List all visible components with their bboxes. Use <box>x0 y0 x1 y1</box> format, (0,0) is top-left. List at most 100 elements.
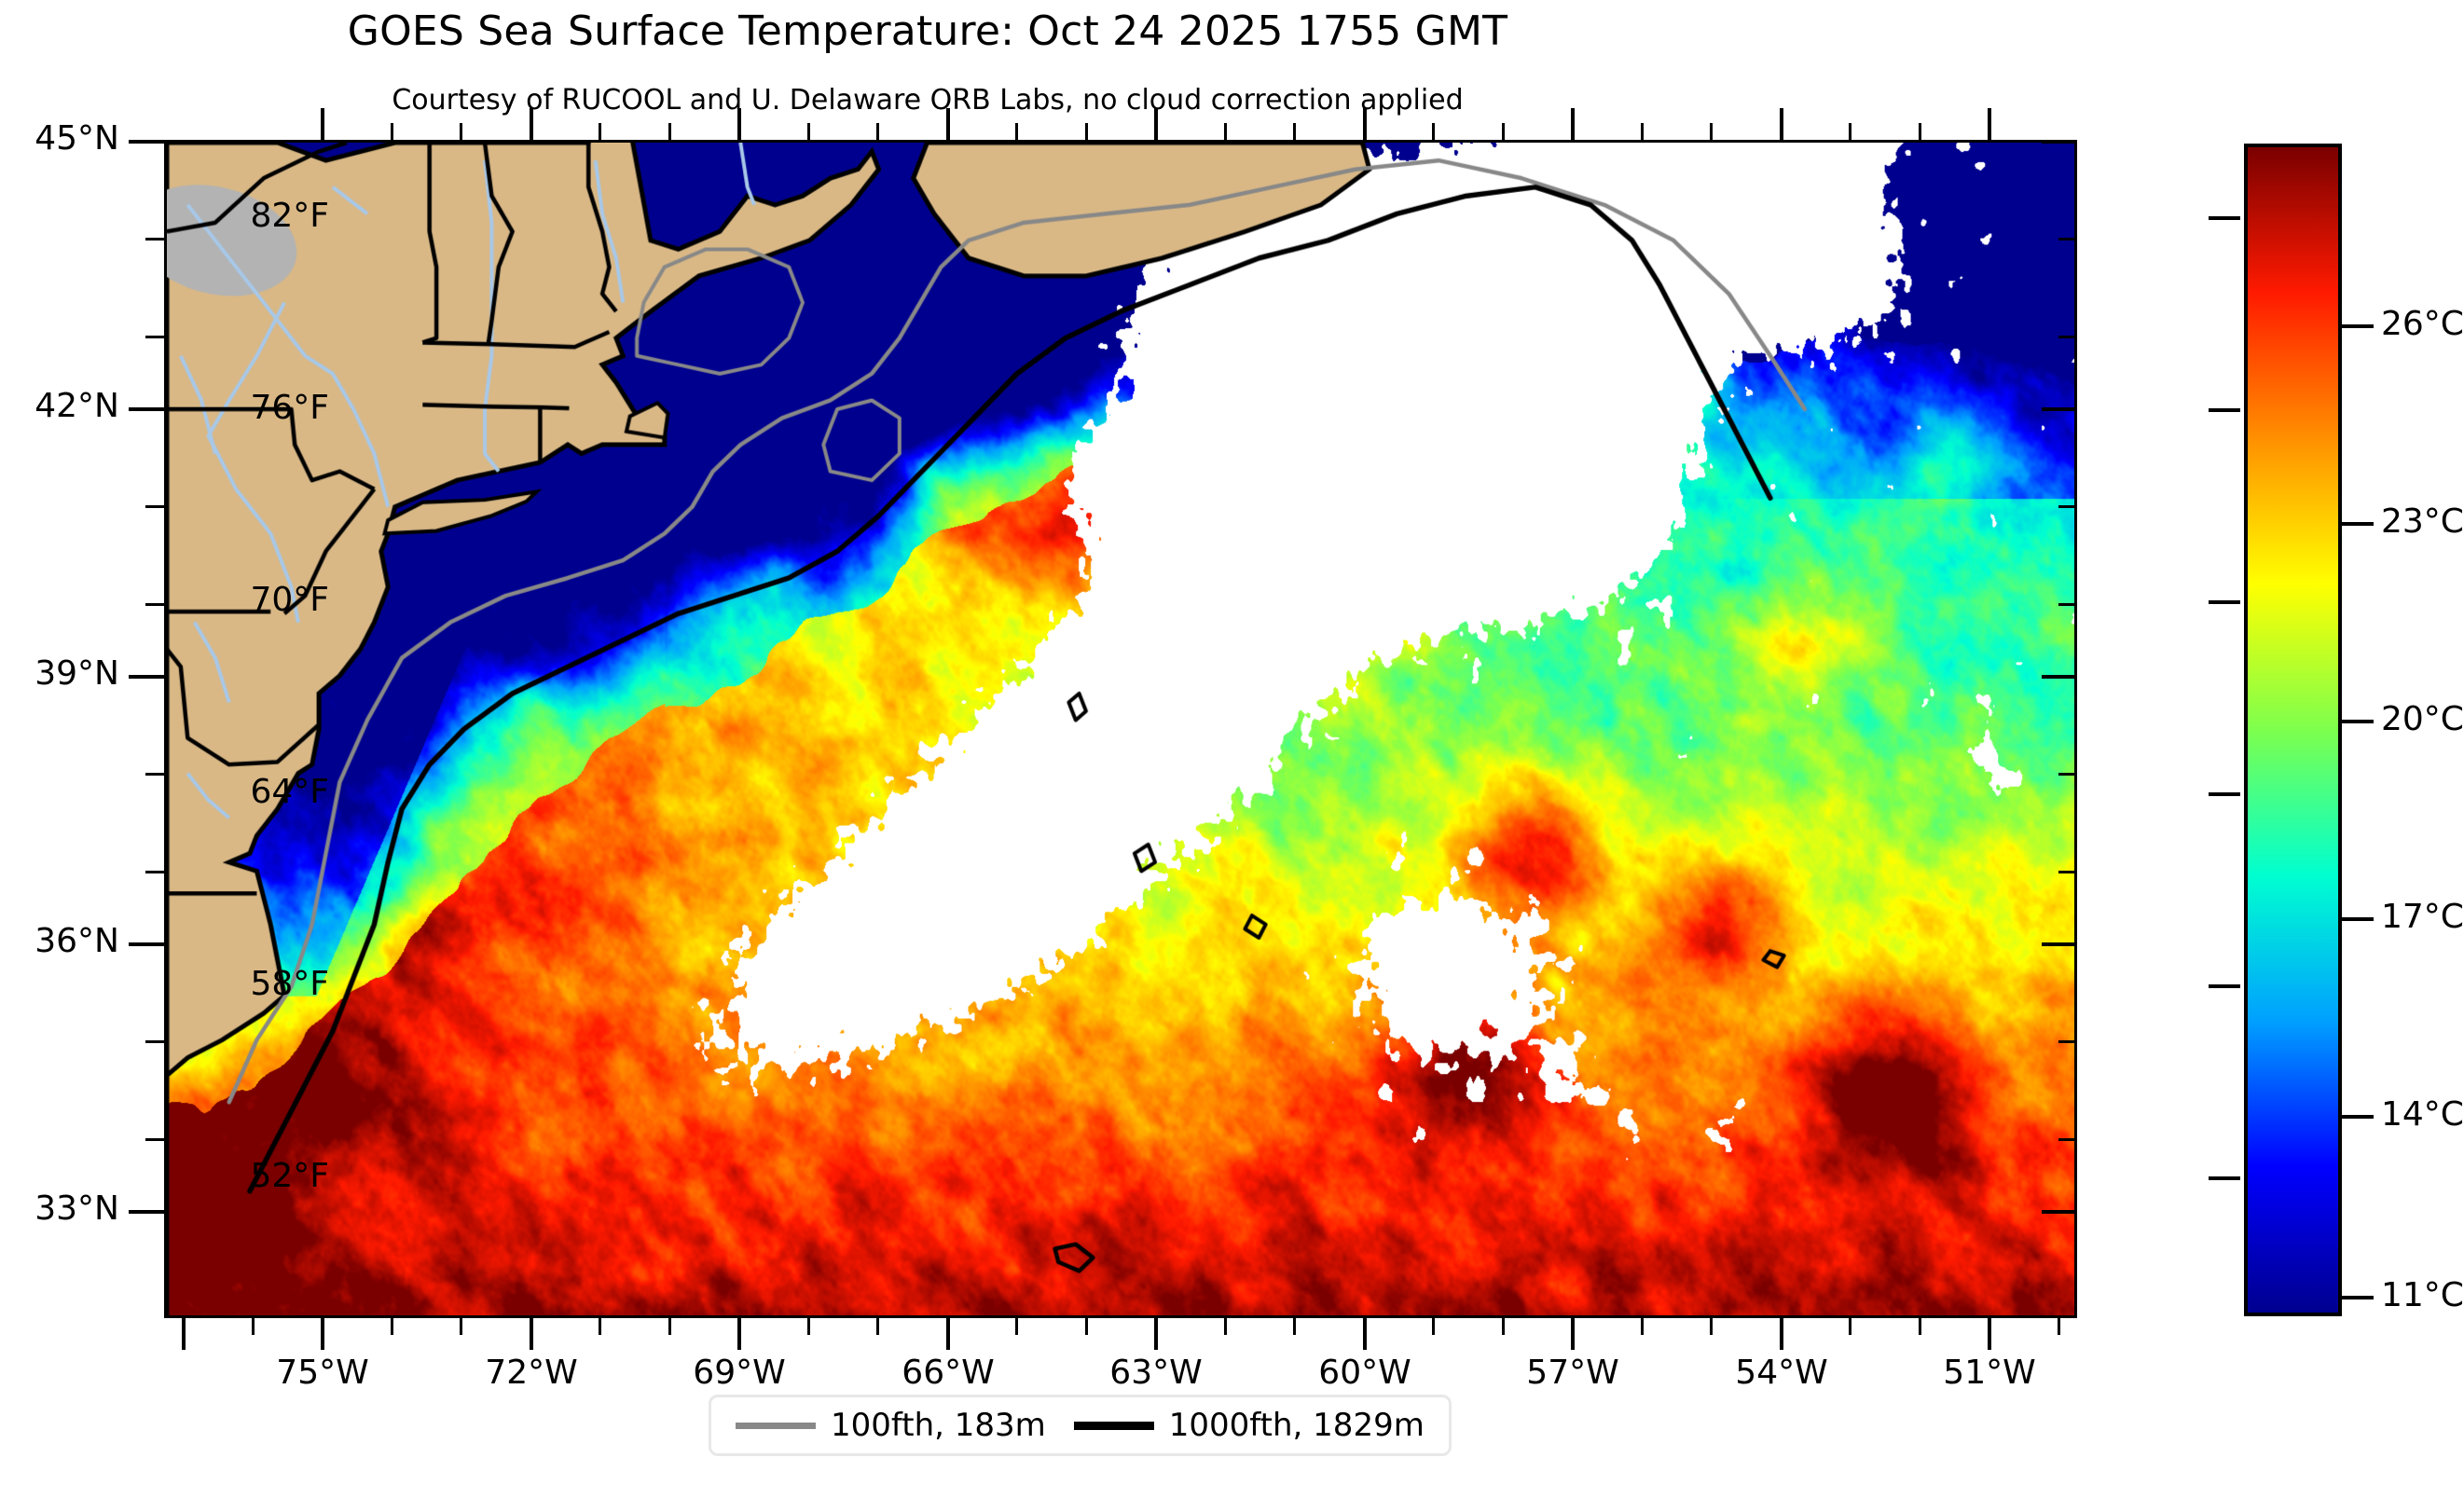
x-tick-top <box>946 108 950 140</box>
colorbar[interactable] <box>2244 144 2342 1316</box>
y-tick-right <box>2058 1138 2077 1141</box>
y-axis-label: 36°N <box>34 922 119 960</box>
x-tick-minor <box>2058 1318 2060 1335</box>
y-tick-39 <box>129 675 164 679</box>
legend-label: 1000fth, 1829m <box>1168 1407 1425 1444</box>
y-tick-right <box>2042 407 2077 411</box>
x-tick-top <box>599 123 601 140</box>
cbar-tick-c <box>2342 720 2374 723</box>
x-tick-minor <box>252 1318 255 1335</box>
isobath-legend: 100fth, 183m 1000fth, 1829m <box>709 1395 1452 1456</box>
x-tick-minor <box>807 1318 810 1335</box>
x-tick-top <box>1641 123 1644 140</box>
y-tick-36 <box>129 942 164 946</box>
isobath-1000-line-icon <box>1073 1421 1154 1430</box>
x-tick-top <box>876 123 879 140</box>
x-tick-69 <box>737 1318 741 1350</box>
x-tick-top <box>1988 108 1991 140</box>
x-tick-minor <box>599 1318 601 1335</box>
x-tick-top <box>1571 108 1575 140</box>
cbar-tick-c <box>2342 324 2374 328</box>
y-tick-right <box>2058 505 2077 508</box>
x-tick-top <box>668 123 671 140</box>
x-tick-top <box>807 123 810 140</box>
cbar-label-f: 70°F <box>250 581 329 619</box>
x-axis-label: 57°W <box>1526 1354 1619 1392</box>
x-tick-top <box>1432 123 1435 140</box>
x-axis-label: 51°W <box>1943 1354 2036 1392</box>
y-axis-label: 45°N <box>34 119 119 158</box>
y-tick-minor <box>145 603 164 606</box>
x-tick-54 <box>1780 1318 1783 1350</box>
x-tick-minor <box>1710 1318 1713 1335</box>
x-axis-label: 63°W <box>1109 1354 1203 1392</box>
cbar-tick-c <box>2342 1115 2374 1119</box>
y-tick-right <box>2058 336 2077 338</box>
y-tick-right <box>2058 773 2077 776</box>
x-tick-top <box>1363 108 1367 140</box>
x-tick-66 <box>946 1318 950 1350</box>
x-tick-minor <box>1224 1318 1227 1335</box>
x-axis-label: 72°W <box>485 1354 578 1392</box>
cbar-tick-f <box>2209 984 2240 988</box>
x-tick-63 <box>1154 1318 1158 1350</box>
x-axis-label: 69°W <box>693 1354 786 1392</box>
x-tick-top <box>1293 123 1296 140</box>
x-tick-minor <box>1293 1318 1296 1335</box>
x-tick-top <box>391 123 393 140</box>
x-tick-top <box>737 108 741 140</box>
cbar-label-f: 58°F <box>250 965 329 1003</box>
y-tick-right <box>2042 140 2077 144</box>
x-tick-minor <box>668 1318 671 1335</box>
legend-label: 100fth, 183m <box>831 1407 1046 1444</box>
sst-raster <box>167 143 2074 1315</box>
x-tick-top <box>1710 123 1713 140</box>
cbar-label-c: 11°C <box>2381 1276 2464 1314</box>
y-tick-right <box>2042 942 2077 946</box>
x-axis-label: 60°W <box>1318 1354 1411 1392</box>
cbar-tick-f <box>2209 408 2240 412</box>
legend-item-100fth: 100fth, 183m <box>736 1407 1046 1444</box>
isobath-100-line-icon <box>736 1422 816 1429</box>
legend-item-1000fth: 1000fth, 1829m <box>1073 1407 1425 1444</box>
page-title: GOES Sea Surface Temperature: Oct 24 202… <box>347 7 1508 55</box>
cbar-label-f: 52°F <box>250 1157 329 1195</box>
x-tick-60 <box>1363 1318 1367 1350</box>
x-tick-75 <box>182 1318 186 1350</box>
x-tick-top <box>1085 123 1088 140</box>
x-tick-top <box>1015 123 1018 140</box>
x-tick-top <box>1502 123 1505 140</box>
cbar-label-f: 76°F <box>250 389 329 427</box>
sst-map[interactable] <box>164 140 2077 1318</box>
x-tick-top <box>1224 123 1227 140</box>
cbar-tick-c <box>2342 1296 2374 1299</box>
y-tick-right <box>2058 603 2077 606</box>
x-tick-minor <box>1432 1318 1435 1335</box>
cbar-label-c: 23°C <box>2381 502 2464 541</box>
x-tick-72 <box>530 1318 533 1350</box>
y-tick-minor <box>145 1040 164 1043</box>
x-tick-minor <box>876 1318 879 1335</box>
x-tick-minor <box>1641 1318 1644 1335</box>
x-tick-minor <box>1919 1318 1921 1335</box>
x-axis-label: 54°W <box>1735 1354 1828 1392</box>
y-tick-minor <box>145 238 164 241</box>
cbar-label-f: 82°F <box>250 197 329 235</box>
y-tick-33 <box>129 1210 164 1214</box>
x-axis-label: 66°W <box>902 1354 995 1392</box>
x-tick-57 <box>1571 1318 1575 1350</box>
y-tick-minor <box>145 773 164 776</box>
x-tick-51 <box>1988 1318 1991 1350</box>
y-axis-label: 39°N <box>34 654 119 693</box>
x-tick-minor <box>1502 1318 1505 1335</box>
y-tick-minor <box>145 871 164 873</box>
cbar-label-c: 14°C <box>2381 1095 2464 1134</box>
cbar-label-c: 26°C <box>2381 305 2464 343</box>
x-tick-top <box>321 108 324 140</box>
x-axis-label: 75°W <box>276 1354 369 1392</box>
page-subtitle: Courtesy of RUCOOL and U. Delaware ORB L… <box>392 84 1464 117</box>
y-tick-minor <box>145 1138 164 1141</box>
x-tick-minor <box>460 1318 462 1335</box>
cbar-tick-f <box>2209 1176 2240 1180</box>
x-tick-top <box>530 108 533 140</box>
